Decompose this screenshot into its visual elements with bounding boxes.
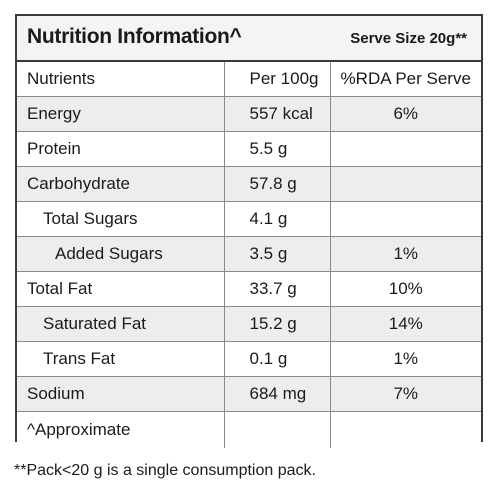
nutrient-per-100g: 33.7 g [223, 271, 330, 307]
nutrient-rda: 14% [329, 306, 481, 342]
nutrient-per-100g: 5.5 g [223, 131, 330, 167]
nutrient-name: Total Sugars [17, 201, 224, 237]
nutrient-rda [329, 131, 481, 167]
table-header-row: Nutrients Per 100g %RDA Per Serve [17, 62, 481, 97]
nutrient-name: Total Fat [17, 271, 224, 307]
column-header-rda: %RDA Per Serve [329, 62, 481, 97]
nutrient-rda: 1% [329, 341, 481, 377]
nutrition-header: Nutrition Information^ Serve Size 20g** [17, 16, 481, 62]
nutrient-name: Energy [17, 96, 224, 132]
nutrient-rda: 7% [329, 376, 481, 412]
nutrient-rda: 6% [329, 96, 481, 132]
empty-cell [223, 411, 330, 448]
table-row: Total Fat 33.7 g 10% [17, 271, 481, 307]
table-row: Protein 5.5 g [17, 131, 481, 167]
nutrient-name: Trans Fat [17, 341, 224, 377]
nutrient-per-100g: 0.1 g [223, 341, 330, 377]
nutrient-per-100g: 557 kcal [223, 96, 330, 132]
nutrient-name: Saturated Fat [17, 306, 224, 342]
pack-footnote: **Pack<20 g is a single consumption pack… [14, 462, 316, 479]
nutrient-rda [329, 166, 481, 202]
nutrient-per-100g: 57.8 g [223, 166, 330, 202]
table-row: Saturated Fat 15.2 g 14% [17, 306, 481, 342]
table-row: Carbohydrate 57.8 g [17, 166, 481, 202]
nutrient-name: Carbohydrate [17, 166, 224, 202]
nutrient-per-100g: 15.2 g [223, 306, 330, 342]
nutrition-table: Nutrients Per 100g %RDA Per Serve Energy… [17, 62, 481, 448]
table-row: Total Sugars 4.1 g [17, 201, 481, 237]
nutrient-name: Added Sugars [17, 236, 224, 272]
nutrient-per-100g: 4.1 g [223, 201, 330, 237]
empty-cell [329, 411, 481, 448]
approximate-note-row: ^Approximate [17, 411, 481, 448]
table-row: Trans Fat 0.1 g 1% [17, 341, 481, 377]
nutrient-rda [329, 201, 481, 237]
column-header-per-100g: Per 100g [223, 62, 330, 97]
serve-size: Serve Size 20g** [350, 30, 467, 47]
table-row: Added Sugars 3.5 g 1% [17, 236, 481, 272]
column-header-nutrients: Nutrients [17, 62, 224, 97]
nutrient-per-100g: 684 mg [223, 376, 330, 412]
nutrient-name: Protein [17, 131, 224, 167]
panel-title: Nutrition Information^ [27, 25, 242, 48]
nutrient-name: Sodium [17, 376, 224, 412]
table-row: Energy 557 kcal 6% [17, 96, 481, 132]
nutrient-per-100g: 3.5 g [223, 236, 330, 272]
nutrition-panel: Nutrition Information^ Serve Size 20g** … [15, 14, 483, 448]
nutrient-rda: 1% [329, 236, 481, 272]
table-row: Sodium 684 mg 7% [17, 376, 481, 412]
nutrient-rda: 10% [329, 271, 481, 307]
approximate-note: ^Approximate [17, 411, 224, 448]
